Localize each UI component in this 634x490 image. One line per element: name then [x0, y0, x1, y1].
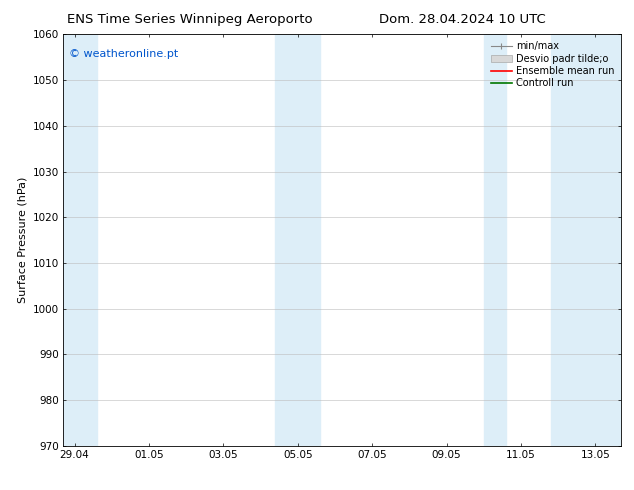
- Bar: [484, 34, 506, 446]
- Text: ENS Time Series Winnipeg Aeroporto: ENS Time Series Winnipeg Aeroporto: [67, 13, 313, 26]
- Text: © weatheronline.pt: © weatheronline.pt: [69, 49, 178, 59]
- Text: Dom. 28.04.2024 10 UTC: Dom. 28.04.2024 10 UTC: [379, 13, 547, 26]
- Y-axis label: Surface Pressure (hPa): Surface Pressure (hPa): [17, 177, 27, 303]
- Bar: [63, 34, 97, 446]
- Bar: [551, 34, 621, 446]
- Legend: min/max, Desvio padr tilde;o, Ensemble mean run, Controll run: min/max, Desvio padr tilde;o, Ensemble m…: [489, 39, 616, 90]
- Bar: [275, 34, 320, 446]
